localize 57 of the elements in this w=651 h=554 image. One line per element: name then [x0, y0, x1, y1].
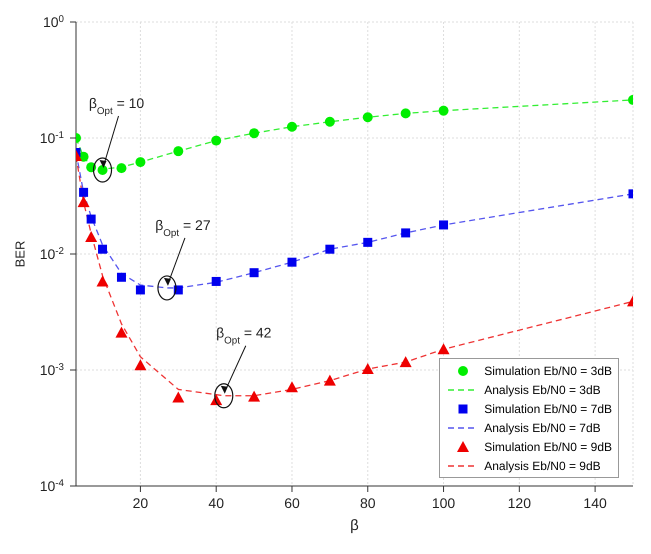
point	[212, 276, 221, 286]
legend-label: Analysis Eb/N0 = 7dB	[484, 420, 601, 434]
point	[86, 214, 96, 224]
y-tick-label: 10$^{-4}$	[40, 478, 65, 494]
x-tick-label: 120	[508, 495, 532, 511]
point	[249, 128, 260, 138]
legend-label: Simulation Eb/N0 = 9dB	[484, 440, 612, 454]
y-tick-label: 10$^{0}$	[42, 14, 65, 30]
y-tick-label: 10$^{-3}$	[40, 362, 65, 378]
point	[78, 196, 90, 208]
point	[325, 244, 334, 254]
point	[438, 343, 450, 354]
x-tick-label: 40	[208, 495, 224, 511]
point	[85, 231, 98, 242]
x-axis-title: β	[350, 517, 360, 534]
annotation: β$_{Opt}$ = 10	[88, 94, 144, 116]
point	[96, 275, 109, 286]
annotation: β$_{Opt}$ = 42	[216, 324, 272, 346]
point	[439, 220, 448, 230]
point	[400, 108, 411, 118]
point	[400, 356, 412, 368]
legend-label: Analysis Eb/N0 = 9dB	[484, 458, 601, 472]
point	[79, 188, 88, 197]
point	[286, 381, 298, 392]
point	[136, 285, 145, 294]
legend-label: Simulation Eb/N0 = 7dB	[484, 402, 612, 416]
x-tick-label: 100	[432, 495, 456, 511]
x-tick-label: 60	[284, 495, 300, 511]
annotation: β$_{Opt}$ = 27	[155, 216, 211, 238]
point	[211, 136, 222, 146]
point	[286, 122, 297, 132]
point	[248, 390, 260, 402]
point	[401, 228, 410, 238]
point	[324, 374, 336, 386]
point	[363, 238, 372, 247]
point	[172, 391, 184, 402]
point	[173, 146, 184, 156]
legend-label: Simulation Eb/N0 = 3dB	[484, 364, 612, 378]
x-tick-label: 140	[583, 495, 607, 511]
legend-label: Analysis Eb/N0 = 3dB	[484, 382, 601, 396]
point	[115, 326, 128, 338]
point	[135, 157, 146, 168]
point	[250, 268, 259, 278]
y-axis-title: BER	[12, 240, 28, 268]
point	[98, 244, 108, 254]
x-tick-label: 20	[132, 495, 148, 511]
point	[134, 359, 146, 370]
y-tick-label: 10$^{-2}$	[40, 246, 64, 262]
point	[287, 258, 296, 267]
point	[362, 363, 374, 374]
point	[362, 112, 373, 122]
x-tick-label: 80	[360, 495, 376, 511]
point	[438, 106, 449, 116]
point	[116, 163, 126, 174]
point	[116, 272, 126, 282]
point	[324, 116, 335, 127]
y-tick-label: 10$^{-1}$	[40, 130, 64, 146]
